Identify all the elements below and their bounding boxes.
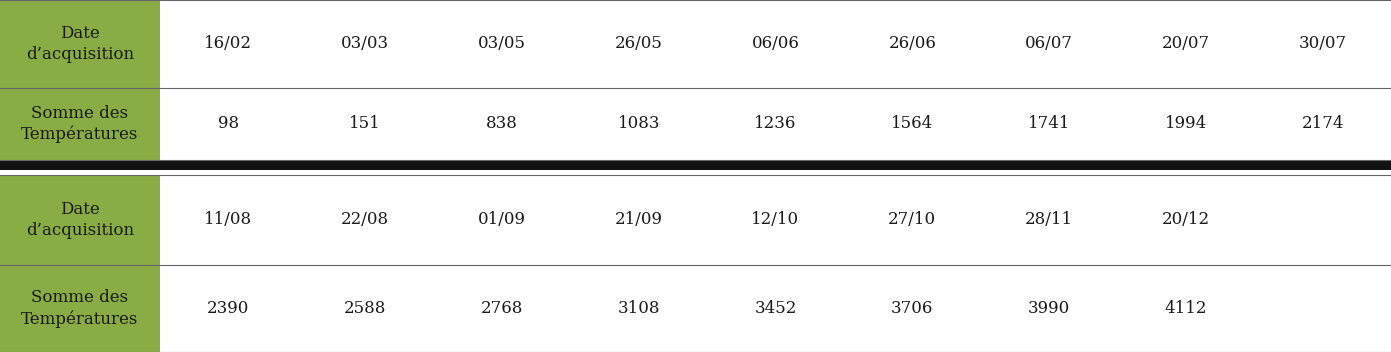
- Text: 26/06: 26/06: [889, 36, 936, 52]
- Text: 2174: 2174: [1302, 115, 1344, 132]
- Text: 3108: 3108: [618, 300, 659, 317]
- Text: 3452: 3452: [754, 300, 797, 317]
- Text: 98: 98: [218, 115, 239, 132]
- Bar: [0, 170, 1391, 175]
- Text: 06/07: 06/07: [1025, 36, 1072, 52]
- Text: 20/12: 20/12: [1161, 212, 1210, 228]
- Text: 30/07: 30/07: [1299, 36, 1346, 52]
- Text: Somme des
Températures: Somme des Températures: [21, 289, 139, 328]
- Text: 12/10: 12/10: [751, 212, 800, 228]
- Text: 21/09: 21/09: [615, 212, 662, 228]
- Text: Date
d’acquisition: Date d’acquisition: [26, 201, 134, 239]
- Text: 26/05: 26/05: [615, 36, 662, 52]
- Text: 27/10: 27/10: [889, 212, 936, 228]
- Text: 28/11: 28/11: [1025, 212, 1072, 228]
- Text: 3706: 3706: [892, 300, 933, 317]
- Text: Date
d’acquisition: Date d’acquisition: [26, 25, 134, 63]
- Bar: [0, 88, 160, 160]
- Text: 151: 151: [349, 115, 381, 132]
- Bar: [160, 175, 1391, 265]
- Text: 2390: 2390: [207, 300, 249, 317]
- Text: 1994: 1994: [1164, 115, 1207, 132]
- Text: 1236: 1236: [754, 115, 797, 132]
- Bar: [160, 265, 1391, 352]
- Bar: [160, 0, 1391, 88]
- Text: 838: 838: [485, 115, 517, 132]
- Text: Somme des
Températures: Somme des Températures: [21, 105, 139, 143]
- Text: 3990: 3990: [1028, 300, 1070, 317]
- Bar: [160, 88, 1391, 160]
- Text: 01/09: 01/09: [479, 212, 526, 228]
- Text: 03/03: 03/03: [341, 36, 389, 52]
- Bar: [0, 265, 160, 352]
- Text: 4112: 4112: [1164, 300, 1207, 317]
- Text: 03/05: 03/05: [479, 36, 526, 52]
- Text: 16/02: 16/02: [204, 36, 252, 52]
- Text: 1564: 1564: [892, 115, 933, 132]
- Text: 06/06: 06/06: [751, 36, 800, 52]
- Text: 1741: 1741: [1028, 115, 1070, 132]
- Text: 11/08: 11/08: [204, 212, 252, 228]
- Text: 2768: 2768: [481, 300, 523, 317]
- Text: 20/07: 20/07: [1161, 36, 1210, 52]
- Text: 1083: 1083: [618, 115, 659, 132]
- Text: 22/08: 22/08: [341, 212, 389, 228]
- Bar: [0, 0, 160, 88]
- Bar: [0, 175, 160, 265]
- Bar: [0, 160, 1391, 170]
- Text: 2588: 2588: [344, 300, 387, 317]
